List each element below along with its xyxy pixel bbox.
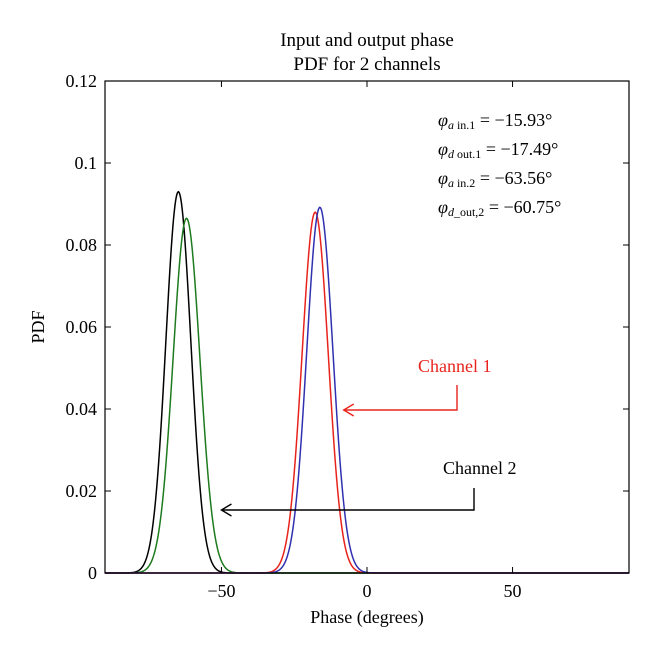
series-2-line — [105, 217, 629, 574]
x-tick-label: 0 — [363, 581, 372, 601]
annotation-phi-d-out-1: φd out.1 = −17.49° — [438, 139, 559, 161]
series-4-line — [105, 206, 629, 574]
y-tick-label: 0 — [88, 563, 97, 583]
series-1-line — [105, 190, 629, 574]
series-3-line — [105, 211, 629, 574]
x-tick-label: −50 — [207, 581, 235, 601]
y-axis: 0 0.02 0.04 0.06 0.08 0.1 0.12 — [66, 71, 629, 583]
channel-2-label: Channel 2 — [443, 458, 517, 478]
y-tick-label: 0.1 — [75, 153, 98, 173]
chart-subtitle: PDF for 2 channels — [293, 54, 441, 75]
channel-1-arrow — [342, 385, 458, 417]
channel-2-arrow — [220, 488, 475, 517]
x-axis-label: Phase (degrees) — [310, 607, 423, 628]
callouts: Channel 1 Channel 2 — [220, 356, 517, 517]
chart-title: Input and output phase — [280, 30, 454, 51]
pdf-curves — [105, 190, 629, 574]
x-tick-label: 50 — [504, 581, 522, 601]
y-axis-label: PDF — [28, 310, 48, 343]
y-tick-label: 0.06 — [66, 317, 98, 337]
channel-1-label: Channel 1 — [418, 356, 492, 376]
annotation-phi-d-out-2: φd_out,2 = −60.75° — [438, 197, 562, 219]
y-tick-label: 0.02 — [66, 481, 98, 501]
x-axis: −50 0 50 — [207, 81, 522, 601]
y-tick-label: 0.12 — [66, 71, 98, 91]
y-tick-label: 0.08 — [66, 235, 98, 255]
annotation-phi-a-in-2: φa in.2 = −63.56° — [438, 168, 553, 190]
y-tick-label: 0.04 — [66, 399, 98, 419]
annotation-phi-a-in-1: φa in.1 = −15.93° — [438, 110, 553, 132]
